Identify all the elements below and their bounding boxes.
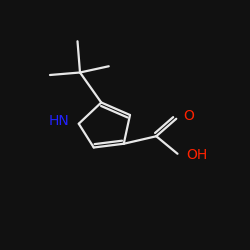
Text: OH: OH — [186, 148, 208, 162]
Text: O: O — [184, 109, 194, 123]
Text: HN: HN — [48, 114, 69, 128]
